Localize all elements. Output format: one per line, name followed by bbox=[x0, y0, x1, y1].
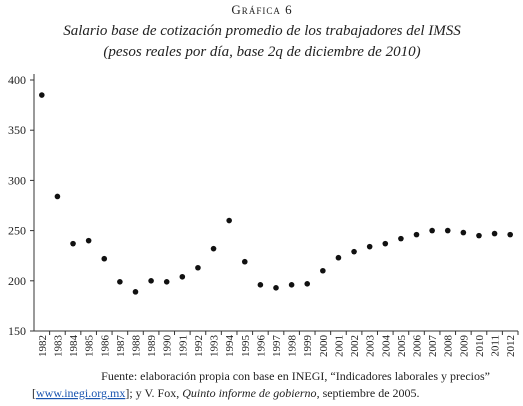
y-tick-label: 250 bbox=[8, 224, 26, 238]
x-tick-label: 2008 bbox=[443, 335, 455, 358]
point bbox=[491, 230, 498, 237]
x-tick-label: 1989 bbox=[146, 335, 158, 358]
point bbox=[195, 264, 201, 271]
y-tick-label: 400 bbox=[8, 73, 26, 87]
chart-title: Salario base de cotización promedio de l… bbox=[63, 23, 461, 39]
point bbox=[460, 229, 467, 236]
y-tick-label: 200 bbox=[8, 274, 26, 288]
x-tick-label: 2002 bbox=[349, 335, 361, 357]
y-tick-label: 150 bbox=[8, 324, 26, 338]
chart-subtitle: (pesos reales por día, base 2q de diciem… bbox=[103, 44, 420, 60]
x-tick-label: 1986 bbox=[99, 335, 111, 358]
point bbox=[257, 282, 264, 288]
x-tick-label: 2005 bbox=[396, 335, 408, 358]
x-tick-label: 2001 bbox=[333, 335, 345, 357]
source-text: [ bbox=[32, 386, 36, 400]
point bbox=[117, 279, 123, 285]
source-text: , septiembre de 2005. bbox=[317, 386, 420, 400]
x-tick-label: 2010 bbox=[474, 335, 486, 358]
point bbox=[101, 255, 108, 262]
point bbox=[507, 231, 513, 238]
source-text: ]; y V. Fox, bbox=[125, 386, 182, 400]
x-tick-label: 1990 bbox=[162, 335, 174, 358]
x-tick-label: 2000 bbox=[318, 335, 330, 358]
point bbox=[241, 258, 248, 265]
point bbox=[39, 92, 45, 98]
y-tick-label: 300 bbox=[8, 173, 26, 187]
x-tick-label: 2006 bbox=[412, 335, 424, 358]
x-tick-label: 1993 bbox=[209, 335, 221, 358]
x-tick-label: 1991 bbox=[177, 335, 189, 357]
point bbox=[132, 289, 139, 295]
point bbox=[226, 217, 232, 224]
point bbox=[413, 231, 420, 238]
x-tick-label: 1997 bbox=[271, 335, 283, 358]
point bbox=[54, 193, 61, 200]
x-tick-label: 1982 bbox=[37, 335, 49, 357]
x-tick-label: 1995 bbox=[240, 335, 252, 358]
point bbox=[444, 227, 451, 234]
x-tick-label: 1983 bbox=[52, 335, 64, 358]
x-tick-label: 1996 bbox=[255, 335, 267, 358]
x-tick-label: 1992 bbox=[193, 335, 205, 357]
x-tick-label: 2007 bbox=[427, 335, 439, 358]
chart-label: Gráfica 6 bbox=[231, 2, 292, 17]
x-tick-label: 1994 bbox=[224, 335, 236, 358]
point bbox=[273, 285, 279, 291]
source-line: Fuente: elaboración propia con base en I… bbox=[101, 369, 490, 383]
x-tick-label: 2009 bbox=[458, 335, 470, 358]
x-tick-label: 1998 bbox=[287, 335, 299, 358]
point bbox=[304, 281, 311, 287]
point bbox=[382, 240, 389, 247]
point bbox=[335, 254, 342, 261]
x-tick-label: 2003 bbox=[365, 335, 377, 358]
point bbox=[148, 278, 154, 284]
point bbox=[398, 235, 404, 242]
x-tick-label: 1984 bbox=[68, 335, 80, 358]
source-line: [www.inegi.org.mx]; y V. Fox, Quinto inf… bbox=[32, 386, 420, 400]
point bbox=[429, 227, 435, 234]
x-tick-label: 2004 bbox=[380, 335, 392, 358]
point bbox=[288, 282, 295, 288]
point bbox=[70, 240, 76, 247]
x-tick-label: 2012 bbox=[505, 335, 517, 357]
point bbox=[163, 279, 170, 285]
point bbox=[85, 237, 92, 244]
point bbox=[351, 248, 357, 255]
x-tick-label: 1988 bbox=[130, 335, 142, 358]
x-tick-label: 1985 bbox=[84, 335, 96, 358]
point bbox=[366, 243, 373, 250]
source-link[interactable]: www.inegi.org.mx bbox=[36, 386, 125, 400]
point bbox=[320, 267, 326, 274]
point bbox=[476, 232, 482, 239]
y-tick-label: 350 bbox=[8, 123, 26, 137]
point bbox=[210, 245, 217, 252]
source-book: Quinto informe de gobierno bbox=[182, 386, 316, 400]
point bbox=[179, 273, 186, 280]
x-tick-label: 1999 bbox=[302, 335, 314, 358]
x-tick-label: 2011 bbox=[490, 335, 502, 357]
x-tick-label: 1987 bbox=[115, 335, 127, 358]
